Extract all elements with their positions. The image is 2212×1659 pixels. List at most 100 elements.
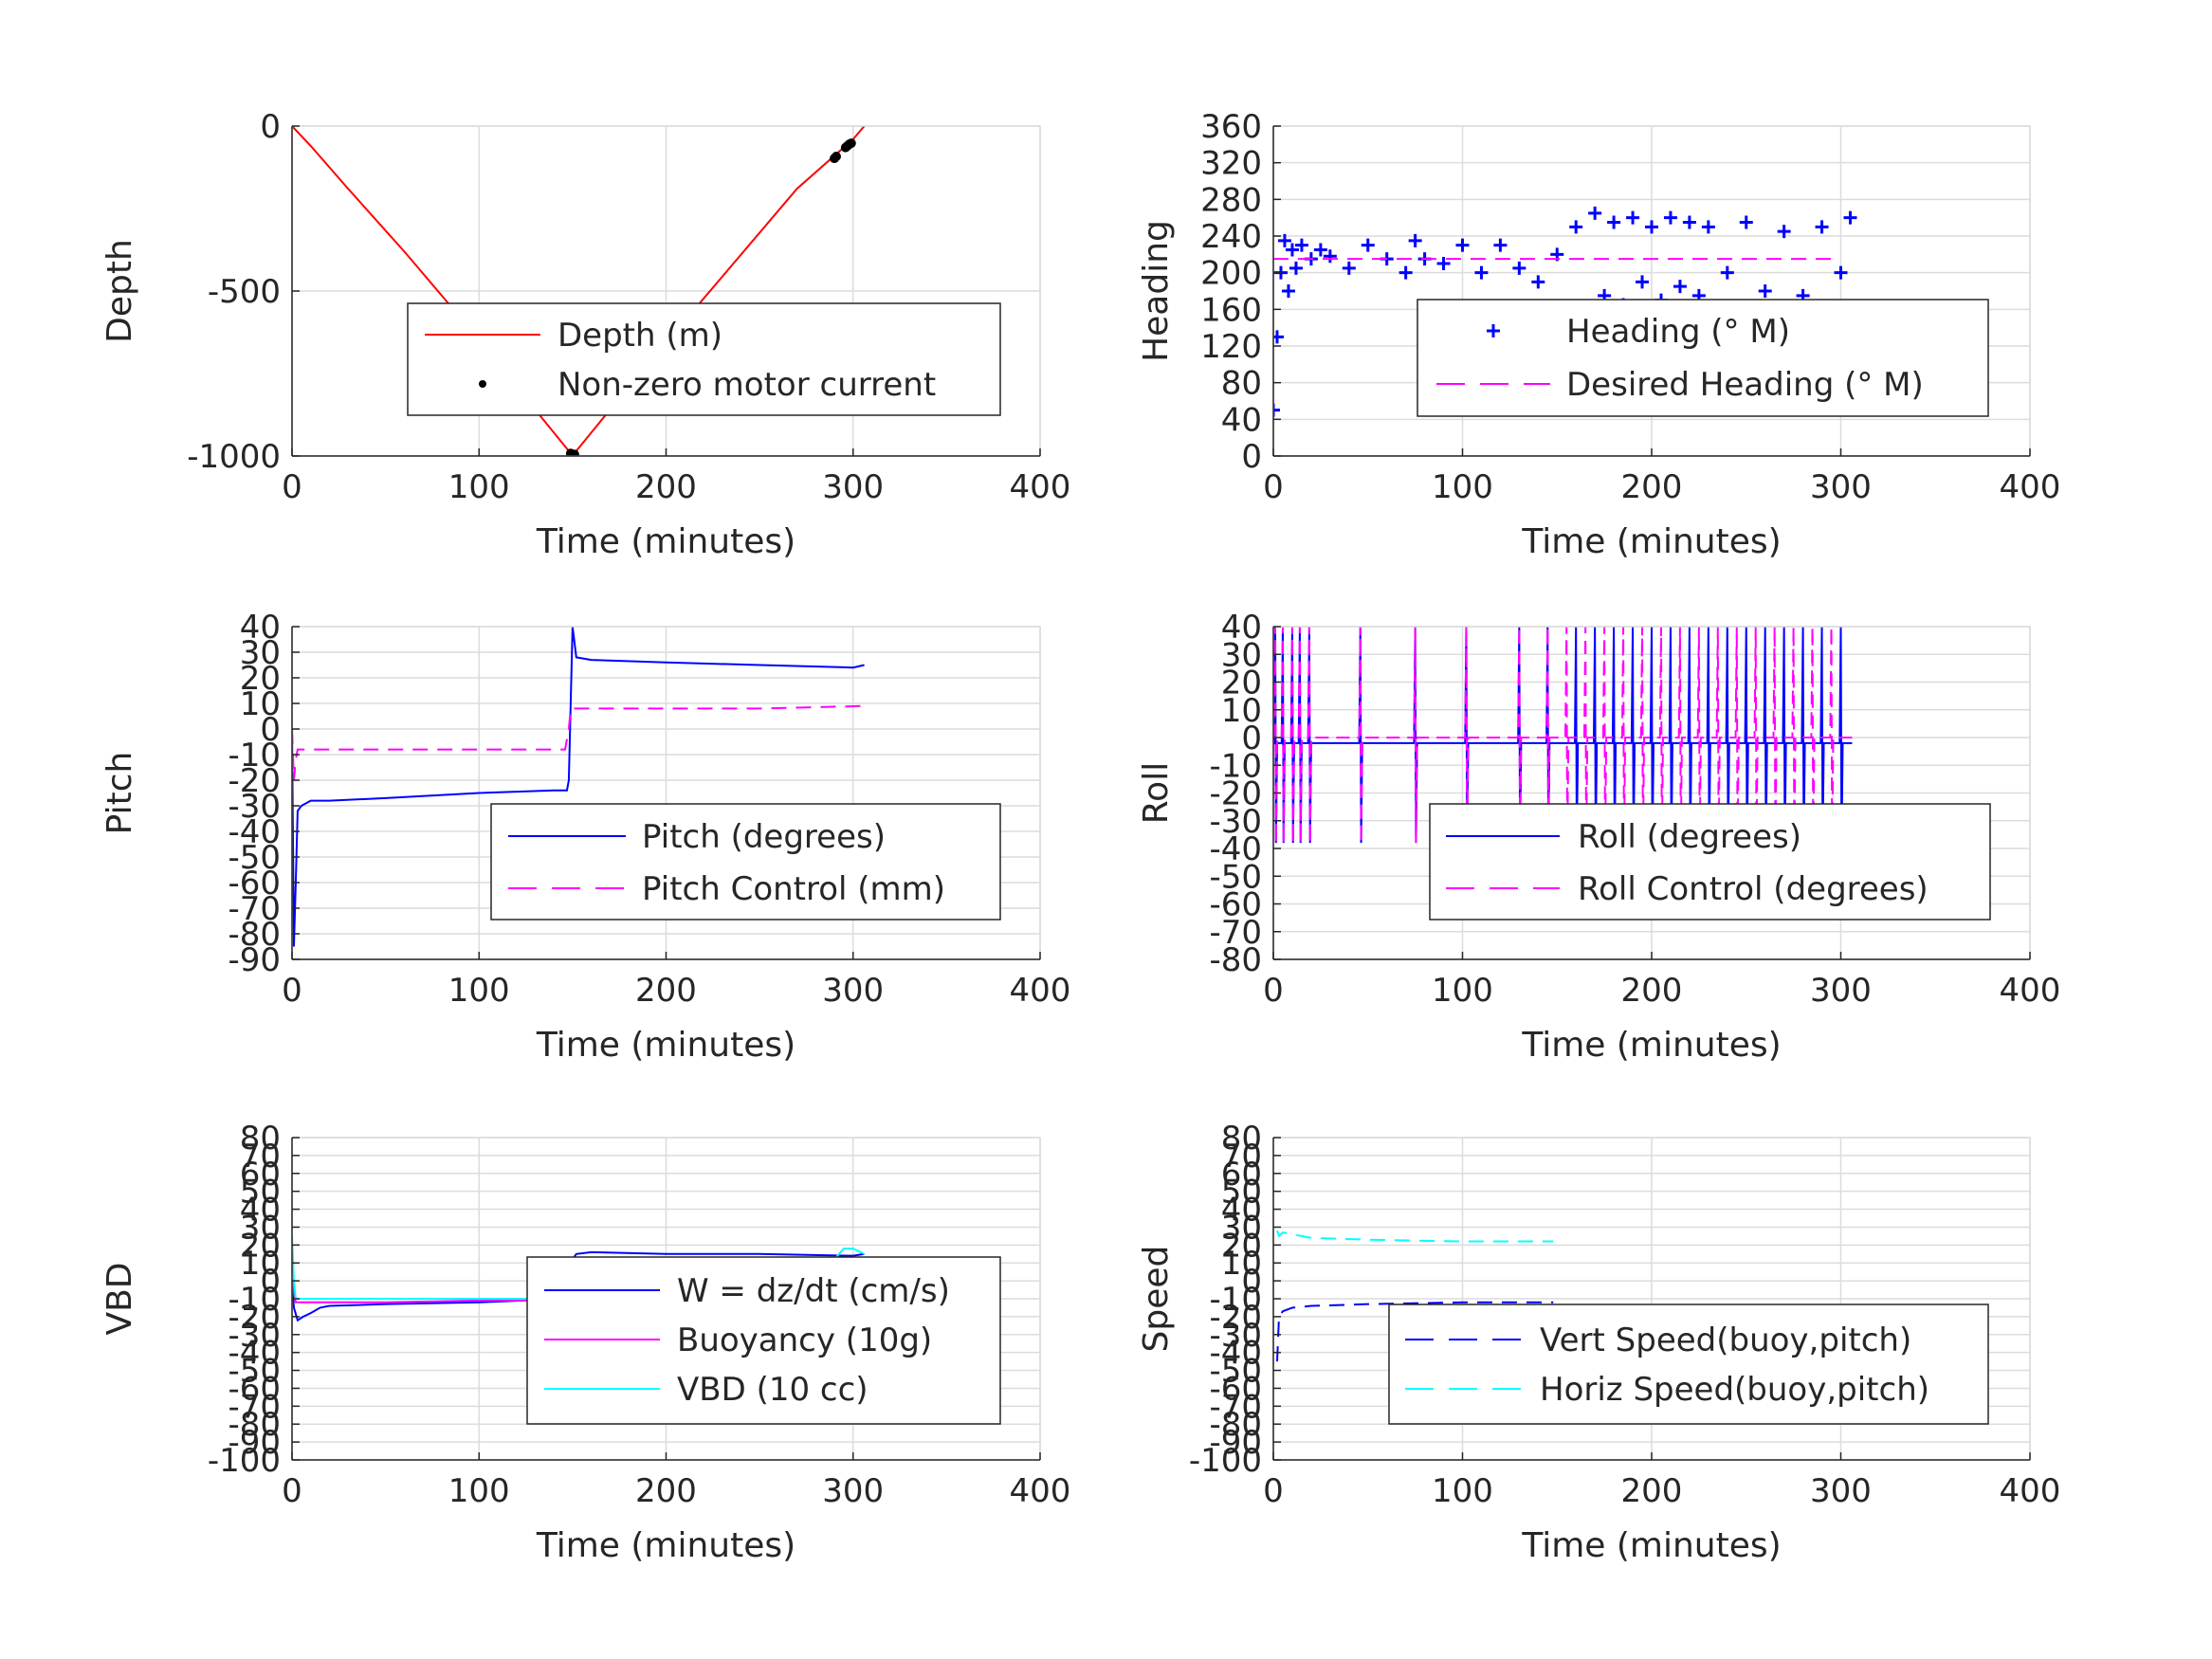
series-1-point [1645,220,1658,234]
legend-label: Vert Speed(buoy,pitch) [1540,1322,1911,1359]
x-tick-label: 400 [1010,972,1071,1010]
y-tick-label: 40 [1221,609,1262,647]
legend-label: Buoyancy (10g) [677,1322,932,1359]
series-2-point [831,152,841,162]
x-tick-label: 0 [282,468,302,506]
x-tick-label: 300 [822,1472,884,1510]
y-tick-label: -10 [1209,747,1262,785]
series-1-point [1398,265,1413,280]
legend-label: Non-zero motor current [558,366,936,404]
series-1-point [1777,225,1791,239]
x-tick-label: 400 [2000,1472,2061,1510]
y-tick-label: 20 [1221,665,1262,702]
x-tick-label: 100 [448,468,510,506]
y-tick-label: 120 [1200,328,1262,366]
y-tick-label: -30 [228,1317,281,1355]
y-tick-label: -80 [1209,941,1262,979]
series-1-point [1512,261,1526,275]
legend-label: Pitch (degrees) [642,818,886,856]
y-tick-label: 40 [240,1192,281,1230]
x-tick-label: 0 [1263,468,1284,506]
plot-area [1275,1230,1554,1362]
y-tick-label: 70 [1221,1138,1262,1176]
x-tick-label: 300 [822,972,884,1010]
y-tick-label: 60 [240,1156,281,1194]
legend-label: Roll Control (degrees) [1578,870,1929,908]
y-tick-label: -10 [228,1281,281,1319]
y-tick-label: -30 [1209,803,1262,841]
x-axis-label: Time (minutes) [1521,1026,1781,1065]
series-1-point [1673,280,1687,294]
y-tick-label: 30 [1221,636,1262,674]
y-tick-label: -80 [228,1406,281,1444]
series-1-point [1313,243,1327,257]
y-axis-label: Roll [1137,762,1176,824]
series-1-point [1455,238,1470,252]
y-tick-label: 30 [240,634,281,672]
y-tick-label: -60 [1209,1370,1262,1408]
y-tick-label: 30 [1221,1209,1262,1247]
series-1-point [1626,210,1640,225]
legend: Roll (degrees) Roll Control (degrees) [1429,803,1991,921]
y-tick-label: 40 [1221,1192,1262,1230]
legend: Vert Speed(buoy,pitch) Horiz Speed(buoy,p… [1388,1304,1989,1425]
series-1-point [1408,233,1422,247]
y-tick-label: -100 [1189,1442,1262,1480]
legend: Depth (m) Non-zero motor current [407,302,1001,416]
y-tick-label: 0 [260,108,281,146]
y-tick-label: 30 [240,1209,281,1247]
series-2-point [569,449,579,456]
series-1-point [1569,220,1583,234]
series-1-point [1323,249,1337,264]
x-tick-label: 0 [282,1472,302,1510]
y-tick-label: 0 [1241,720,1262,757]
y-tick-label: -60 [228,865,281,902]
x-tick-label: 200 [635,1472,697,1510]
y-tick-label: -60 [228,1370,281,1408]
y-axis-label: Heading [1137,220,1176,362]
y-tick-label: 20 [1221,1227,1262,1265]
y-axis-label: Pitch [101,752,139,835]
legend-box [1417,299,1989,417]
y-tick-label: -70 [228,890,281,928]
series-1-point [1531,275,1545,289]
x-tick-label: 300 [1810,1472,1872,1510]
y-tick-label: -90 [228,1424,281,1462]
y-tick-label: 10 [240,685,281,723]
legend: Pitch (degrees) Pitch Control (mm) [490,803,1001,921]
x-tick-label: 200 [635,972,697,1010]
y-tick-label: 40 [240,609,281,647]
y-tick-label: 40 [1221,401,1262,439]
x-axis-label: Time (minutes) [536,1526,795,1565]
series-1-point [1289,261,1303,275]
series-2-point [846,138,856,149]
series-1-point [1758,284,1772,298]
chart-panel-6: 0 100 200 300 400-100-90-80-70-60-50-40-30-2… [1137,1120,2060,1565]
y-tick-label: -80 [228,916,281,954]
series-1-line [292,627,865,947]
x-tick-label: 300 [822,468,884,506]
y-axis-label: Speed [1137,1246,1176,1353]
x-tick-label: 100 [1432,972,1493,1010]
y-tick-label: -30 [1209,1317,1262,1355]
y-tick-label: -70 [1209,914,1262,952]
x-tick-label: 200 [1621,468,1683,506]
legend-marker [479,380,486,388]
x-tick-label: 400 [1010,468,1071,506]
chart-panel-2: 0 100 200 300 40004080120160200240280320360T… [1137,108,2060,561]
x-tick-label: 100 [1432,468,1493,506]
y-tick-label: -80 [1209,1406,1262,1444]
plot-area [1273,206,1857,417]
y-tick-label: 360 [1200,108,1262,146]
y-tick-label: 0 [1241,438,1262,476]
y-tick-label: -60 [1209,886,1262,924]
x-tick-label: 0 [1263,1472,1284,1510]
series-1-point [1493,238,1508,252]
y-tick-label: 50 [240,1174,281,1212]
series-1-point [1361,238,1375,252]
y-tick-label: -20 [228,762,281,800]
y-tick-label: 240 [1200,218,1262,256]
legend-box [1429,803,1991,921]
legend-label: Desired Heading (° M) [1566,366,1924,404]
